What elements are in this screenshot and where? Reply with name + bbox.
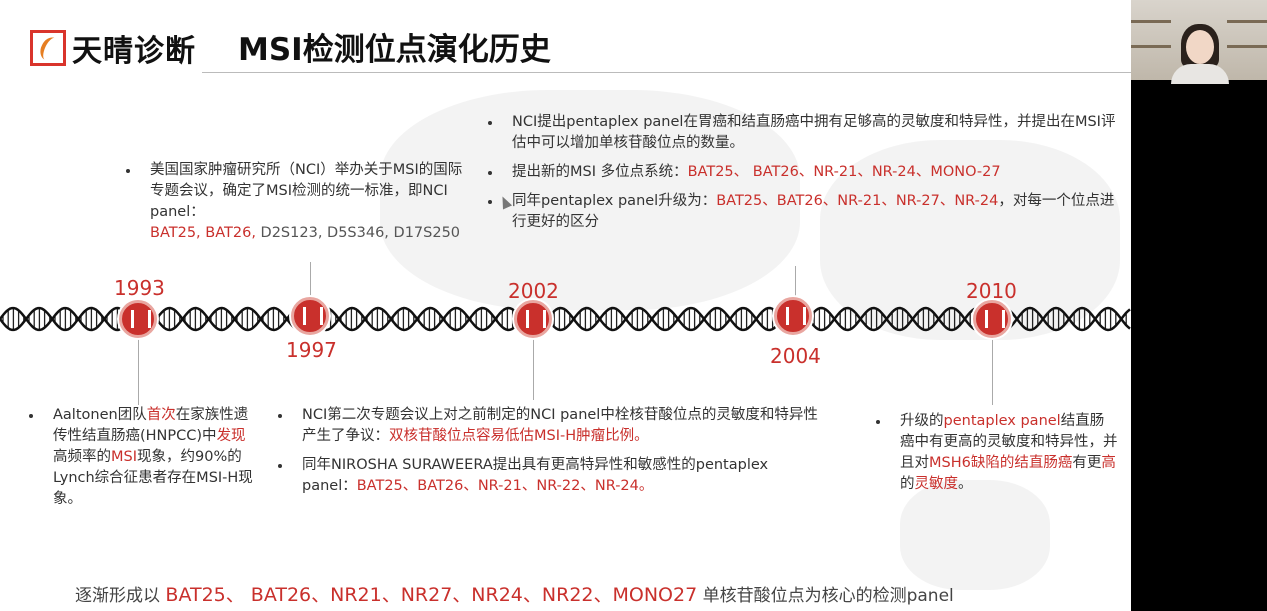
bullet-item: 同年pentaplex panel升级为：BAT25、BAT26、NR-21、N… xyxy=(488,191,1124,233)
brand-name: 天晴诊断 xyxy=(72,34,196,69)
title-divider xyxy=(202,72,1131,73)
year-1993: 1993 xyxy=(114,276,165,300)
event-1997-text: 美国国家肿瘤研究所（NCI）举办关于MSI的国际专题会议，确定了MSI检测的统一… xyxy=(126,160,470,252)
highlight-text: 双核苷酸位点容易低估MSI-H肿瘤比例。 xyxy=(389,428,649,444)
highlight-text: 发现 xyxy=(216,428,246,444)
summary-footer: 逐渐形成以 BAT25、 BAT26、NR21、NR27、NR24、NR22、M… xyxy=(75,580,954,607)
timeline-node-2010 xyxy=(973,300,1011,338)
dna-helix-timeline xyxy=(0,306,1131,332)
text-segment: 单核苷酸位点为核心的检测panel xyxy=(697,586,954,606)
bullet-item: 同年NIROSHA SURAWEERA提出具有更高特异性和敏感性的pentapl… xyxy=(278,455,822,497)
text-segment: 逐渐形成以 xyxy=(75,586,166,606)
world-map-watermark xyxy=(380,90,800,310)
text-segment: D2S123, D5S346, D17S250 xyxy=(255,225,461,241)
text-segment: 有更 xyxy=(1072,455,1102,471)
year-2002: 2002 xyxy=(508,279,559,303)
highlight-text: 高 xyxy=(1101,455,1116,471)
text-segment: 现象，约90%的Lynch综合征患者存在MSI-H现象。 xyxy=(53,449,253,507)
bullet-item: 美国国家肿瘤研究所（NCI）举办关于MSI的国际专题会议，确定了MSI检测的统一… xyxy=(126,160,470,244)
text-segment: 美国国家肿瘤研究所（NCI）举办关于MSI的国际专题会议，确定了MSI检测的统一… xyxy=(150,162,463,220)
text-segment: NCI第二次专题会议上对之前制定的NCI panel中栓核苷酸位点的灵敏度和特异… xyxy=(302,407,818,444)
text-segment: Aaltonen团队 xyxy=(53,407,147,423)
bullet-item: Aaltonen团队首次在家族性遗传性结直肠癌(HNPCC)中发现高频率的MSI… xyxy=(29,405,253,510)
logo: 天晴诊断 xyxy=(30,26,196,70)
connector-1993 xyxy=(138,335,139,405)
page-title: MSI检测位点演化历史 xyxy=(238,32,551,68)
timeline-node-1993 xyxy=(119,300,157,338)
timeline-node-2002 xyxy=(514,300,552,338)
text-segment: 同年pentaplex panel升级为： xyxy=(512,193,717,209)
highlight-text: MSH6缺陷的结直肠癌 xyxy=(929,455,1073,471)
text-segment: ，对每一个位点进行更好的区分 xyxy=(512,193,1115,230)
year-2010: 2010 xyxy=(966,279,1017,303)
webcam-video xyxy=(1131,0,1267,84)
highlight-text: BAT25, BAT26, xyxy=(150,225,256,241)
bullet-item: 提出新的MSI 多位点系统：BAT25、 BAT26、NR-21、NR-24、M… xyxy=(488,162,1124,183)
highlight-text: BAT25、BAT26、NR-21、NR-27、NR-24 xyxy=(716,193,999,209)
text-segment: 升级的 xyxy=(900,413,944,429)
event-1993-text: Aaltonen团队首次在家族性遗传性结直肠癌(HNPCC)中发现高频率的MSI… xyxy=(29,405,253,518)
event-2010-text: 升级的pentaplex panel结直肠癌中有更高的灵敏度和特异性，并且对MS… xyxy=(876,411,1118,503)
slide: 天晴诊断 MSI检测位点演化历史 1993 1997 2002 2004 201… xyxy=(0,0,1131,611)
dna-strand xyxy=(0,306,1131,332)
text-segment: 的 xyxy=(900,476,915,492)
dna-logo-icon xyxy=(30,30,66,66)
text-segment: 提出新的MSI 多位点系统： xyxy=(512,164,688,180)
world-map-watermark xyxy=(900,480,1050,590)
dna-strand xyxy=(0,306,1131,332)
highlight-text: BAT25、 BAT26、NR-21、NR-24、MONO-27 xyxy=(687,164,1001,180)
bullet-item: NCI提出pentaplex panel在胃癌和结直肠癌中拥有足够高的灵敏度和特… xyxy=(488,112,1124,154)
year-1997: 1997 xyxy=(286,338,337,362)
event-2002-text: NCI第二次专题会议上对之前制定的NCI panel中栓核苷酸位点的灵敏度和特异… xyxy=(278,405,822,505)
world-map-watermark xyxy=(820,140,1120,340)
year-2004: 2004 xyxy=(770,344,821,368)
text-segment: 在家族性遗传性结直肠癌(HNPCC)中 xyxy=(53,407,249,444)
timeline-node-1997 xyxy=(291,297,329,335)
timeline-node-2004 xyxy=(774,297,812,335)
highlight-text: 首次 xyxy=(146,407,176,423)
text-segment: 同年NIROSHA SURAWEERA提出具有更高特异性和敏感性的pentapl… xyxy=(302,457,769,494)
text-segment: 高频率的 xyxy=(53,449,111,465)
bullet-item: 升级的pentaplex panel结直肠癌中有更高的灵敏度和特异性，并且对MS… xyxy=(876,411,1118,495)
bullet-item: NCI第二次专题会议上对之前制定的NCI panel中栓核苷酸位点的灵敏度和特异… xyxy=(278,405,822,447)
highlight-text: MSI xyxy=(111,449,137,465)
connector-2002 xyxy=(533,335,534,400)
highlight-text: BAT25、 BAT26、NR21、NR27、NR24、NR22、MONO27 xyxy=(165,584,698,606)
highlight-text: pentaplex panel xyxy=(943,413,1061,429)
text-segment: 。 xyxy=(958,476,973,492)
highlight-text: 灵敏度 xyxy=(914,476,959,492)
event-2004-text: NCI提出pentaplex panel在胃癌和结直肠癌中拥有足够高的灵敏度和特… xyxy=(488,112,1124,241)
connector-2004 xyxy=(795,266,796,302)
text-segment: 结直肠癌中有更高的灵敏度和特异性，并且对 xyxy=(900,413,1118,471)
text-segment: NCI提出pentaplex panel在胃癌和结直肠癌中拥有足够高的灵敏度和特… xyxy=(512,114,1116,151)
connector-2010 xyxy=(992,335,993,405)
highlight-text: BAT25、BAT26、NR-21、NR-22、NR-24。 xyxy=(356,478,654,494)
connector-1997 xyxy=(310,262,311,302)
